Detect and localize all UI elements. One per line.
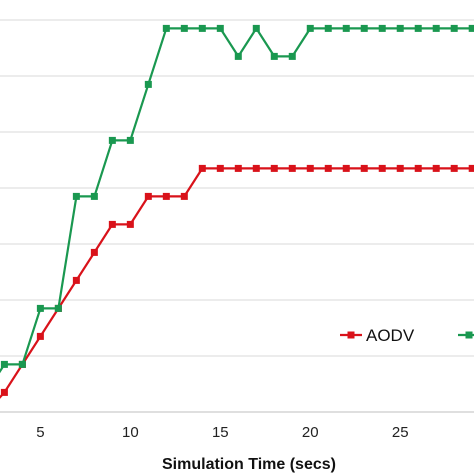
data-point xyxy=(432,24,440,32)
data-point xyxy=(396,24,404,32)
data-point xyxy=(36,332,44,340)
data-point xyxy=(396,164,404,172)
x-axis-title: Simulation Time (secs) xyxy=(162,456,336,473)
data-point xyxy=(342,164,350,172)
data-point xyxy=(72,192,80,200)
data-point xyxy=(126,220,134,228)
data-point xyxy=(450,164,458,172)
data-point xyxy=(0,388,8,396)
x-tick-labels: 5 10 15 20 25 xyxy=(36,424,408,441)
data-point xyxy=(90,192,98,200)
data-point xyxy=(72,276,80,284)
data-point xyxy=(108,220,116,228)
data-point xyxy=(414,164,422,172)
series-line-2 xyxy=(0,27,473,374)
data-point xyxy=(144,80,152,88)
data-point xyxy=(18,360,26,368)
data-point xyxy=(324,164,332,172)
data-point xyxy=(162,24,170,32)
legend: AODV xyxy=(340,326,474,345)
data-point xyxy=(414,24,422,32)
data-point xyxy=(378,24,386,32)
legend-label-1: AODV xyxy=(366,326,415,345)
data-point xyxy=(144,192,152,200)
data-point xyxy=(252,164,260,172)
legend-marker-2 xyxy=(465,331,473,339)
series-group xyxy=(0,24,474,399)
data-point xyxy=(342,24,350,32)
data-point xyxy=(198,24,206,32)
x-tick-label: 5 xyxy=(36,424,44,441)
data-point xyxy=(0,360,8,368)
data-point xyxy=(270,52,278,60)
gridlines xyxy=(0,19,474,357)
data-point xyxy=(234,164,242,172)
series-line-1 xyxy=(0,167,473,399)
data-point xyxy=(468,24,474,32)
data-point xyxy=(162,192,170,200)
data-point xyxy=(270,164,278,172)
data-point xyxy=(468,164,474,172)
x-tick-label: 20 xyxy=(302,424,319,441)
legend-marker-1 xyxy=(347,331,355,339)
data-point xyxy=(378,164,386,172)
data-point xyxy=(234,52,242,60)
data-point xyxy=(126,136,134,144)
data-point xyxy=(180,24,188,32)
x-tick-label: 15 xyxy=(212,424,229,441)
data-point xyxy=(432,164,440,172)
data-point xyxy=(198,164,206,172)
data-point xyxy=(180,192,188,200)
data-point xyxy=(324,24,332,32)
data-point xyxy=(54,304,62,312)
data-point xyxy=(216,24,224,32)
data-point xyxy=(216,164,224,172)
data-point xyxy=(450,24,458,32)
data-point xyxy=(108,136,116,144)
data-point xyxy=(36,304,44,312)
data-point xyxy=(288,52,296,60)
data-point xyxy=(306,24,314,32)
data-point xyxy=(360,24,368,32)
data-point xyxy=(252,24,260,32)
data-point xyxy=(90,248,98,256)
data-point xyxy=(360,164,368,172)
data-point xyxy=(306,164,314,172)
x-tick-label: 25 xyxy=(392,424,409,441)
data-point xyxy=(288,164,296,172)
x-tick-label: 10 xyxy=(122,424,139,441)
